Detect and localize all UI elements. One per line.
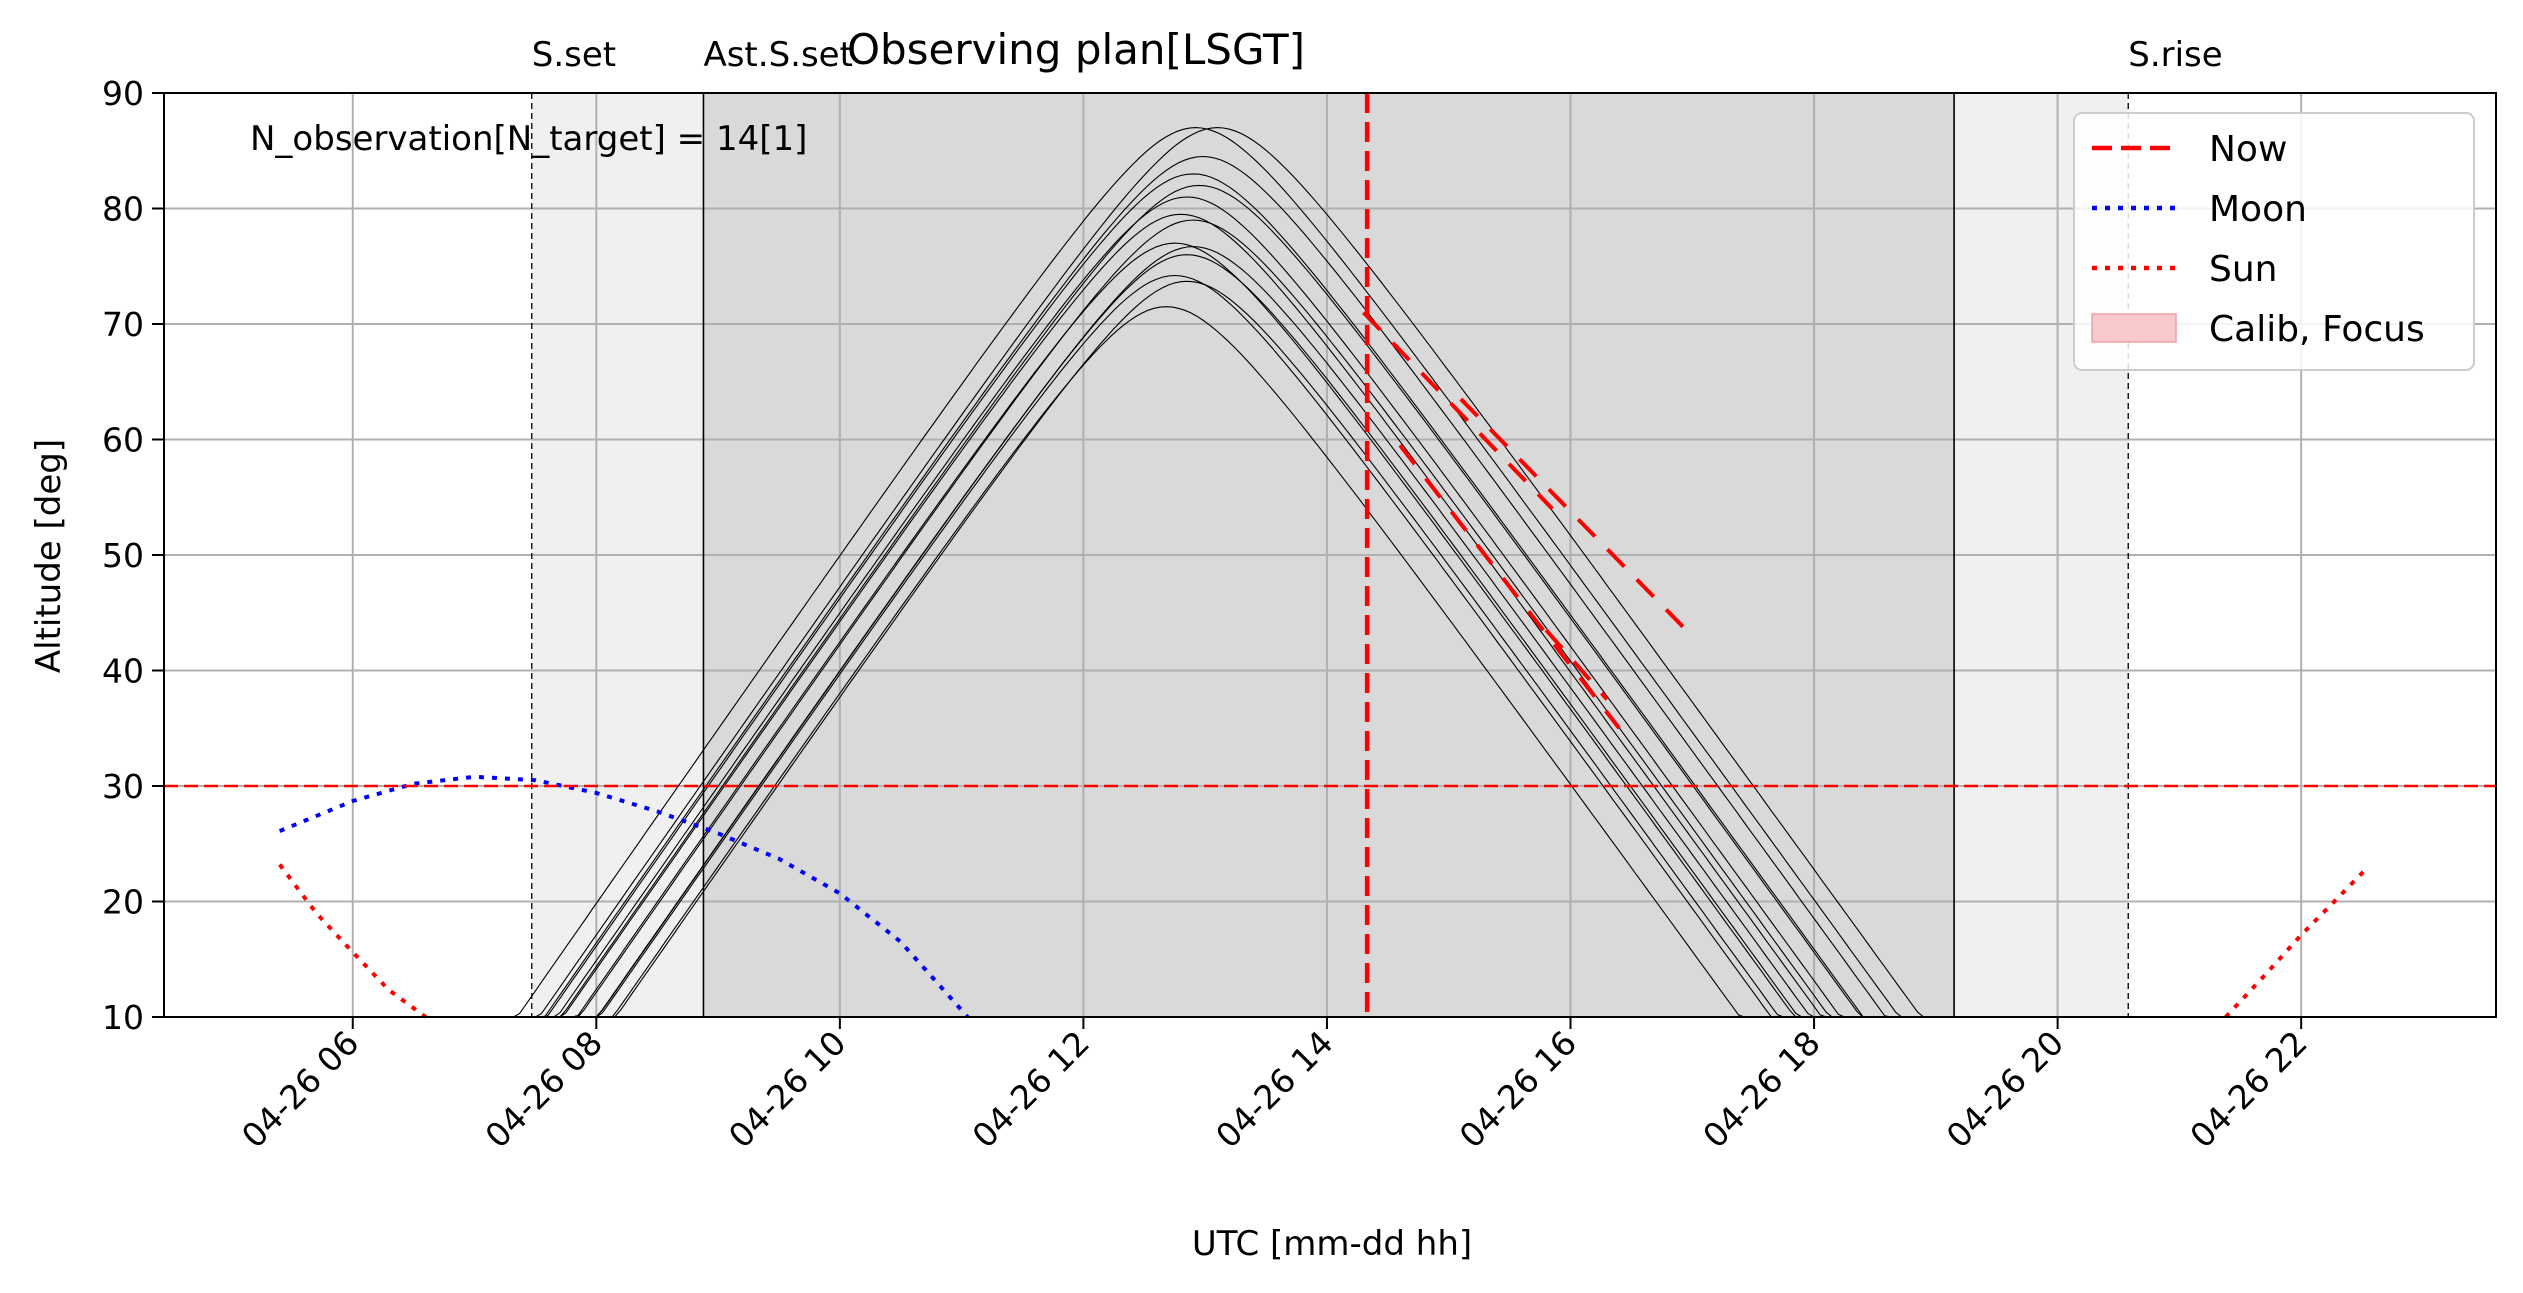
legend-label: Now [2209,129,2287,170]
observed-segment [1362,311,1554,511]
moon-sun-curves [278,774,2370,1019]
y-axis-label: Altitude [deg] [29,439,69,673]
y-axis-ticks: 10 20 30 40 50 60 70 80 90 [102,74,164,1037]
target-altitude-curves [501,127,1936,1018]
x-tick-label: 04-26 22 [2182,1023,2314,1155]
observed-segment [1459,397,1688,632]
y-tick-label: 80 [102,190,144,229]
y-tick-label: 70 [102,305,144,344]
x-tick-label: 04-26 20 [1939,1023,2071,1155]
moon-curve [278,774,970,1019]
y-tick-label: 90 [102,74,144,113]
y-tick-label: 50 [102,536,144,575]
x-tick-label: 04-26 08 [477,1023,609,1155]
legend-label: Sun [2209,249,2277,290]
target-curve [547,184,1875,1018]
x-axis-label: UTC [mm-dd hh] [1192,1224,1472,1264]
target-curve [565,219,1845,1018]
x-tick-label: 04-26 12 [965,1023,1097,1155]
legend-box [2073,112,2475,371]
target-curve [584,254,1815,1018]
legend-swatch [2091,313,2177,343]
x-tick-label: 04-26 16 [1452,1023,1584,1155]
x-tick-label: 04-26 18 [1695,1023,1827,1155]
event-label: S.set [532,35,616,75]
x-tick-label: 04-26 10 [721,1023,853,1155]
legend-label: Moon [2209,189,2307,230]
x-axis-ticks: 04-26 06 04-26 08 04-26 10 04-26 12 04-26 14… [234,1017,2315,1156]
target-curve [535,173,1875,1018]
legend-label: Calib, Focus [2209,309,2425,350]
target-curve [565,242,1808,1018]
event-label: S.rise [2128,35,2222,75]
target-curve [584,274,1784,1018]
y-tick-label: 10 [102,998,144,1037]
chart-title: Observing plan[LSGT] [847,25,1305,74]
target-curve [600,306,1751,1018]
observed-segment [1398,444,1621,730]
event-labels: S.set Ast.S.set S.rise [532,35,2223,75]
legend: Now Moon Sun Calib, Focus [2073,112,2475,371]
sun-curve [278,863,427,1019]
sun-curve [2224,865,2370,1019]
y-tick-label: 30 [102,767,144,806]
target-curve [602,280,1796,1018]
event-label: Ast.S.set [703,35,852,75]
annotation-text: N_observation[N_target] = 14[1] [250,119,807,159]
x-tick-label: 04-26 14 [1208,1023,1340,1155]
y-tick-label: 40 [102,652,144,691]
y-tick-label: 60 [102,421,144,460]
observed-segment [1544,628,1609,701]
target-curve [523,127,1936,1018]
target-curve [547,213,1839,1018]
x-tick-label: 04-26 06 [234,1023,366,1155]
observed-segments [1362,311,1688,730]
target-curve [541,196,1857,1018]
target-curve [533,155,1897,1018]
y-tick-label: 20 [102,883,144,922]
